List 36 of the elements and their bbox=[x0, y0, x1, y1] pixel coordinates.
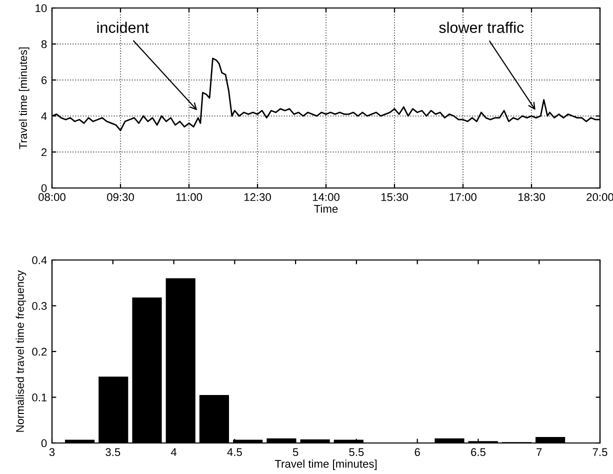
x-tick-label: 4 bbox=[170, 448, 177, 456]
x-tick-label: 12:30 bbox=[244, 193, 271, 202]
x-tick-label: 11:00 bbox=[176, 193, 202, 202]
x-tick-label: 6.5 bbox=[471, 448, 486, 456]
y-tick-label: 0.4 bbox=[32, 256, 47, 264]
x-tick-label: 6 bbox=[414, 448, 420, 456]
x-tick-label: 17:00 bbox=[450, 193, 476, 202]
x-tick-label: 09:30 bbox=[107, 193, 134, 202]
x-tick-label: 08:00 bbox=[38, 193, 66, 202]
y-tick-label: 6 bbox=[42, 76, 47, 84]
x-tick-label: 5 bbox=[292, 448, 298, 456]
x-tick-label: 20:00 bbox=[586, 193, 613, 202]
annotation: incident bbox=[97, 22, 149, 33]
y-tick-label: 0.3 bbox=[32, 302, 47, 310]
y-tick-label: 2 bbox=[42, 148, 47, 156]
y-tick-label: 4 bbox=[41, 112, 47, 120]
y-tick-label: 10 bbox=[36, 4, 47, 12]
y-tick-label: 8 bbox=[41, 40, 47, 48]
x-tick-label: 14:00 bbox=[312, 193, 340, 202]
y-tick-label: 0.1 bbox=[32, 394, 47, 402]
y-axis-title: Travel time [minutes] bbox=[18, 47, 30, 150]
y-axis-title: Normalised travel time frequency bbox=[16, 270, 26, 432]
x-tick-label: 5.5 bbox=[349, 448, 364, 456]
y-tick-label: 0 bbox=[41, 184, 47, 192]
x-tick-label: 7.5 bbox=[592, 448, 608, 456]
y-tick-label: 0 bbox=[41, 439, 47, 448]
x-axis-title: Time bbox=[314, 204, 338, 213]
y-tick-label: 0.2 bbox=[32, 348, 47, 356]
annotation: slower traffic bbox=[439, 22, 524, 33]
x-axis-title: Travel time [minutes] bbox=[274, 460, 377, 470]
x-tick-label: 3 bbox=[49, 448, 55, 456]
x-tick-label: 15:30 bbox=[381, 193, 408, 202]
x-tick-label: 18:30 bbox=[518, 193, 545, 202]
x-tick-label: 7 bbox=[536, 448, 542, 456]
x-tick-label: 4.5 bbox=[227, 448, 242, 456]
x-tick-label: 3.5 bbox=[106, 448, 120, 456]
